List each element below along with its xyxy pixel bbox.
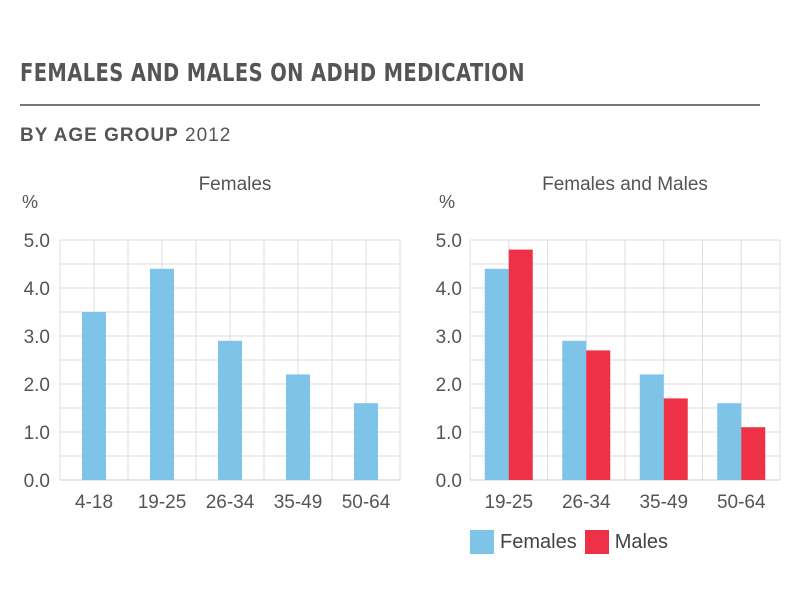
y-tick-label: 0.0 [24,471,50,492]
legend-item-females: Females [470,530,577,554]
chart-title: Females [199,174,272,195]
x-tick-label: 26-34 [206,492,255,513]
x-tick-label: 35-49 [639,492,688,513]
y-tick-label: 3.0 [436,327,462,348]
bar-males-19-25 [508,249,533,480]
y-unit-label: % [439,192,455,212]
subtitle-year: 2012 [185,125,232,146]
x-tick-label: 4-18 [75,492,113,513]
y-tick-label: 1.0 [436,423,462,444]
x-tick-label: 35-49 [274,492,323,513]
y-tick-label: 5.0 [24,231,50,252]
y-tick-label: 1.0 [24,423,50,444]
x-tick-label: 19-25 [138,492,187,513]
x-tick-label: 50-64 [342,492,391,513]
subtitle: BY AGE GROUP 2012 [20,125,231,147]
bar-females-19-25 [484,268,509,480]
bar-females-50-64 [717,403,742,480]
y-tick-label: 2.0 [24,375,50,396]
page-title: FEMALES AND MALES ON ADHD MEDICATION [20,58,525,87]
bar-females-26-34 [562,340,587,480]
x-tick-label: 50-64 [717,492,766,513]
bar-females-26-34 [218,340,242,480]
y-tick-label: 3.0 [24,327,50,348]
x-tick-label: 19-25 [484,492,533,513]
bar-males-26-34 [586,350,611,480]
legend-label-males: Males [614,530,669,553]
legend: Females Males [470,530,676,554]
bar-females-50-64 [354,403,378,480]
bar-males-35-49 [663,398,688,480]
subtitle-label: BY AGE GROUP [20,125,179,146]
y-tick-label: 5.0 [436,231,462,252]
bar-females-35-49 [639,374,664,480]
y-tick-label: 4.0 [436,279,462,300]
title-divider [20,104,760,106]
legend-label-females: Females [500,530,577,553]
legend-swatch-females [470,530,494,554]
bar-females-4-18 [82,312,106,480]
y-tick-label: 4.0 [24,279,50,300]
y-tick-label: 2.0 [436,375,462,396]
legend-item-males: Males [584,530,669,554]
y-unit-label: % [22,192,38,212]
chart-title: Females and Males [542,174,708,195]
bar-males-50-64 [741,427,766,480]
bar-females-19-25 [150,268,174,480]
legend-swatch-males [584,530,609,554]
x-tick-label: 26-34 [562,492,611,513]
y-tick-label: 0.0 [436,471,462,492]
bar-females-35-49 [286,374,310,480]
